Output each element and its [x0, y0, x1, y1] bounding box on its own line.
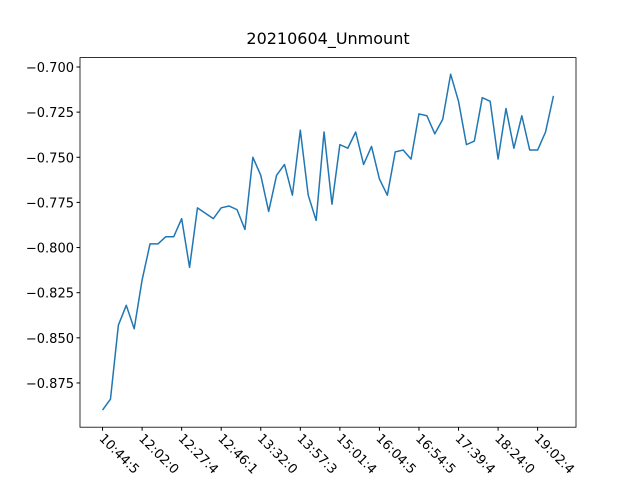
y-tick-label: −0.850: [26, 332, 74, 347]
y-tick-label: −0.775: [26, 196, 74, 211]
data-line: [101, 73, 555, 411]
y-tick-label: −0.700: [26, 61, 74, 76]
y-tick-label: −0.800: [26, 242, 74, 257]
y-tick-label: −0.750: [26, 151, 74, 166]
plot-frame: [79, 57, 577, 428]
y-tick-label: −0.825: [26, 287, 74, 302]
y-tick-label: −0.725: [26, 106, 74, 121]
y-tick-label: −0.875: [26, 377, 74, 392]
chart-title: 20210604_Unmount: [246, 29, 409, 49]
